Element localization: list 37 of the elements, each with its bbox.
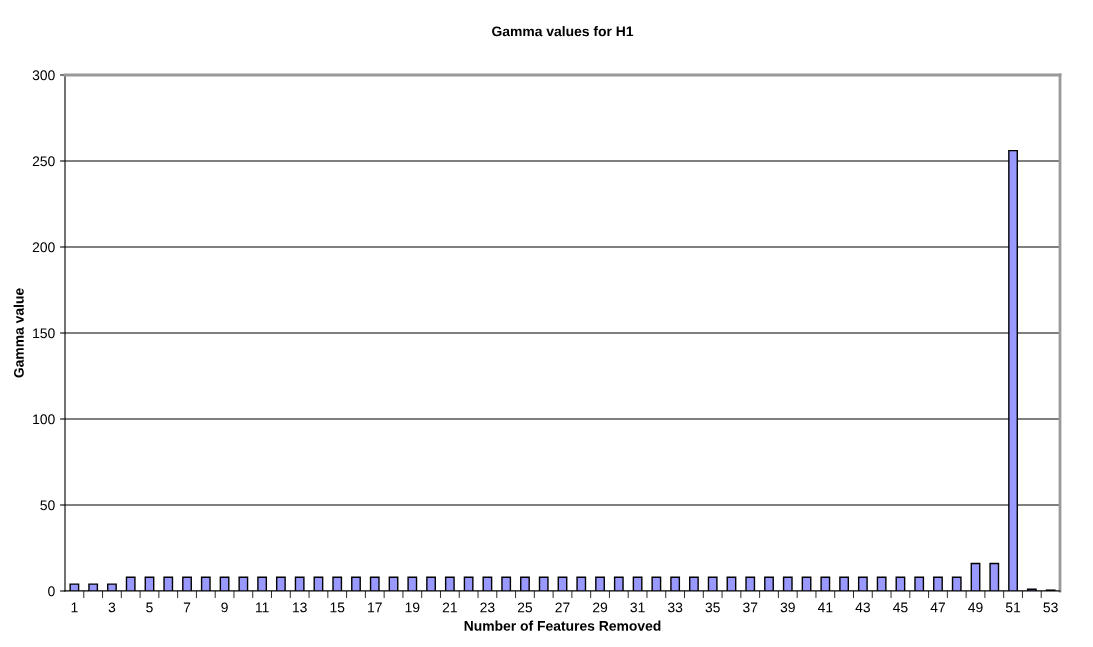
x-tick-label: 31 — [630, 602, 645, 613]
x-tick-label: 37 — [743, 602, 758, 613]
x-tick-label: 1 — [71, 602, 78, 613]
x-tick-label: 21 — [442, 602, 457, 613]
x-tick-label: 49 — [968, 602, 983, 613]
x-axis-title: Number of Features Removed — [464, 620, 661, 631]
x-tick-label: 47 — [930, 602, 945, 613]
x-tick-label: 11 — [255, 602, 269, 613]
x-tick-label: 29 — [593, 602, 608, 613]
x-tick-label: 5 — [146, 602, 153, 613]
x-tick-label: 43 — [855, 602, 870, 613]
x-tick-label: 7 — [183, 602, 191, 613]
x-tick-label: 41 — [817, 602, 833, 613]
x-tick-label: 17 — [368, 602, 382, 613]
x-tick-label: 3 — [108, 602, 116, 613]
y-tick-label: 200 — [32, 242, 55, 253]
y-tick-label: 250 — [32, 156, 55, 167]
x-tick-label: 51 — [1005, 602, 1021, 613]
x-tick-label: 15 — [330, 602, 345, 613]
x-tick-label: 13 — [293, 602, 307, 613]
y-tick-label: 100 — [33, 414, 55, 425]
x-tick-label: 19 — [405, 602, 420, 613]
x-tick-label: 45 — [893, 602, 908, 613]
x-tick-label: 39 — [780, 602, 795, 613]
y-tick-label: 50 — [40, 500, 55, 511]
y-tick-label: 150 — [33, 328, 55, 339]
chart-title: Gamma values for H1 — [492, 26, 634, 37]
x-tick-label: 23 — [480, 602, 495, 613]
x-tick-label: 9 — [221, 602, 228, 613]
x-tick-label: 27 — [555, 602, 570, 613]
y-tick-label: 0 — [48, 586, 55, 597]
y-tick-label: 300 — [32, 70, 55, 81]
x-tick-label: 25 — [517, 602, 533, 613]
x-tick-label: 53 — [1043, 602, 1058, 613]
x-tick-label: 35 — [705, 602, 720, 613]
x-tick-label: 33 — [667, 602, 683, 613]
y-axis-title: Gamma value — [13, 288, 24, 378]
